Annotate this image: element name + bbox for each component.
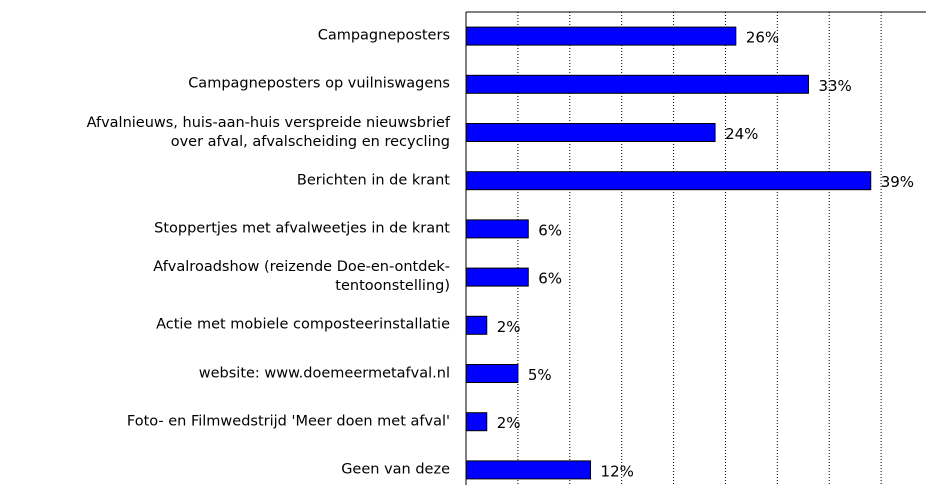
bar: [465, 315, 488, 335]
category-label: website: www.doemeermetafval.nl: [198, 365, 450, 381]
category-label: Afvalroadshow (reizende Doe-en-ontdek- t…: [153, 259, 450, 295]
category-label: Stoppertjes met afvalweetjes in de krant: [154, 220, 450, 237]
category-label: Actie met mobiele composteerinstallatie: [156, 316, 450, 333]
bar: [465, 267, 529, 287]
value-label: 2%: [497, 318, 521, 336]
category-label: Afvalnieuws, huis-aan-huis verspreide ni…: [86, 114, 450, 150]
value-label: 6%: [538, 270, 562, 288]
bar: [465, 364, 519, 383]
bar: [465, 460, 592, 480]
value-label: 39%: [881, 173, 914, 191]
value-label: 24%: [725, 125, 758, 143]
category-label: Campagneposters op vuilniswagens: [188, 75, 450, 92]
value-label: 5%: [528, 366, 552, 384]
category-label: Foto- en Filmwedstrijd 'Meer doen met af…: [126, 413, 450, 430]
category-label: Geen van deze: [341, 461, 450, 478]
value-label: 26%: [746, 29, 779, 47]
value-label: 12%: [601, 462, 634, 480]
value-label: 2%: [497, 414, 521, 432]
bar: [465, 74, 809, 94]
value-label: 33%: [818, 77, 851, 95]
category-label: Campagneposters: [317, 27, 450, 44]
bar: [465, 412, 488, 432]
category-label: Berichten in de krant: [296, 172, 450, 189]
value-label: 6%: [538, 221, 562, 239]
bar: [465, 219, 529, 239]
bar: [465, 171, 872, 191]
bar: [465, 26, 737, 46]
bar: [465, 123, 716, 142]
